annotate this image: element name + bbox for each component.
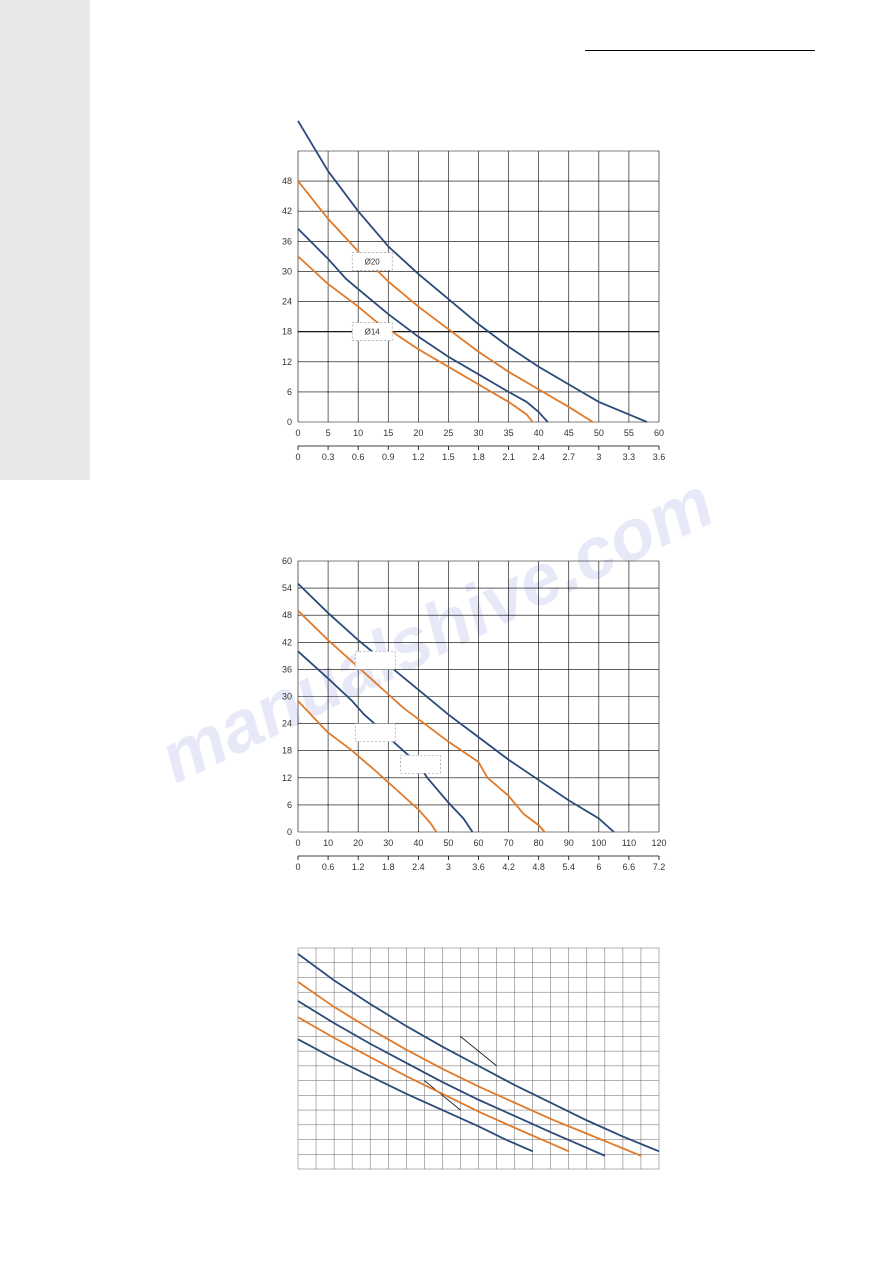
chart3-svg bbox=[260, 942, 665, 1227]
curve-label-text: Ø20 bbox=[365, 257, 381, 266]
y-tick-label: 0 bbox=[287, 827, 292, 837]
x2-tick-label: 0 bbox=[295, 862, 300, 872]
x2-tick-label: 4.8 bbox=[532, 862, 545, 872]
x2-tick-label: 6 bbox=[596, 862, 601, 872]
y-tick-label: 42 bbox=[282, 637, 292, 647]
x-tick-label: 110 bbox=[622, 838, 636, 848]
y-tick-label: 6 bbox=[287, 800, 292, 810]
x-tick-label: 90 bbox=[564, 838, 574, 848]
chart2: 0612182430364248546001020304050607080901… bbox=[260, 555, 665, 890]
x-tick-label: 10 bbox=[353, 428, 363, 438]
y-tick-label: 24 bbox=[282, 297, 292, 307]
x-tick-label: 100 bbox=[591, 838, 606, 848]
y-tick-label: 30 bbox=[282, 266, 292, 276]
x-tick-label: 80 bbox=[534, 838, 544, 848]
curve-0 bbox=[298, 584, 614, 832]
x-tick-label: 40 bbox=[413, 838, 423, 848]
curve-label-box bbox=[400, 755, 440, 773]
x2-tick-label: 1.8 bbox=[382, 862, 395, 872]
x-tick-label: 15 bbox=[383, 428, 393, 438]
header-rule bbox=[585, 50, 815, 51]
curve-1 bbox=[298, 982, 641, 1156]
curve-2 bbox=[298, 229, 548, 422]
chart2-svg: 0612182430364248546001020304050607080901… bbox=[260, 555, 665, 890]
x-tick-label: 40 bbox=[534, 428, 544, 438]
x2-tick-label: 5.4 bbox=[562, 862, 575, 872]
x2-tick-label: 0.6 bbox=[322, 862, 335, 872]
x2-tick-label: 1.5 bbox=[442, 452, 455, 462]
left-gutter bbox=[0, 0, 90, 480]
x-tick-label: 30 bbox=[383, 838, 393, 848]
x2-tick-label: 3.3 bbox=[623, 452, 636, 462]
x2-tick-label: 3 bbox=[596, 452, 601, 462]
chart1: 0612182430364248051015202530354045505560… bbox=[260, 145, 665, 480]
x2-tick-label: 0.6 bbox=[352, 452, 365, 462]
x-tick-label: 50 bbox=[443, 838, 453, 848]
curve-1 bbox=[298, 611, 545, 832]
y-tick-label: 36 bbox=[282, 236, 292, 246]
y-tick-label: 54 bbox=[282, 583, 292, 593]
x-tick-label: 25 bbox=[443, 428, 453, 438]
x-tick-label: 20 bbox=[353, 838, 363, 848]
y-tick-label: 48 bbox=[282, 610, 292, 620]
y-tick-label: 30 bbox=[282, 692, 292, 702]
chart1-svg: 0612182430364248051015202530354045505560… bbox=[260, 145, 665, 480]
x2-tick-label: 6.6 bbox=[623, 862, 636, 872]
y-tick-label: 48 bbox=[282, 176, 292, 186]
curve-label-box bbox=[355, 724, 395, 742]
y-tick-label: 24 bbox=[282, 719, 292, 729]
x2-tick-label: 3.6 bbox=[472, 862, 485, 872]
x-tick-label: 55 bbox=[624, 428, 634, 438]
x2-tick-label: 2.7 bbox=[562, 452, 575, 462]
x-tick-label: 35 bbox=[504, 428, 514, 438]
y-tick-label: 12 bbox=[282, 357, 292, 367]
x2-tick-label: 2.1 bbox=[502, 452, 515, 462]
x2-tick-label: 4.2 bbox=[502, 862, 515, 872]
curve-2 bbox=[298, 1001, 605, 1156]
page-root: manualshive.com 061218243036424805101520… bbox=[0, 0, 893, 1263]
x-tick-label: 0 bbox=[295, 838, 300, 848]
x2-tick-label: 3.6 bbox=[653, 452, 666, 462]
y-tick-label: 18 bbox=[282, 327, 292, 337]
x-tick-label: 5 bbox=[326, 428, 331, 438]
x2-tick-label: 1.2 bbox=[352, 862, 365, 872]
x2-tick-label: 0.3 bbox=[322, 452, 335, 462]
x-tick-label: 60 bbox=[473, 838, 483, 848]
curve-3 bbox=[298, 1017, 569, 1151]
x-tick-label: 60 bbox=[654, 428, 664, 438]
x2-tick-label: 2.4 bbox=[532, 452, 545, 462]
x2-tick-label: 3 bbox=[446, 862, 451, 872]
y-tick-label: 12 bbox=[282, 773, 292, 783]
curve-label-text: Ø14 bbox=[365, 328, 381, 337]
y-tick-label: 18 bbox=[282, 746, 292, 756]
curve-label-box bbox=[355, 651, 395, 669]
x-tick-label: 70 bbox=[504, 838, 514, 848]
x-tick-label: 120 bbox=[651, 838, 666, 848]
y-tick-label: 60 bbox=[282, 556, 292, 566]
x2-tick-label: 2.4 bbox=[412, 862, 425, 872]
x2-tick-label: 7.2 bbox=[653, 862, 666, 872]
x-tick-label: 10 bbox=[323, 838, 333, 848]
y-tick-label: 42 bbox=[282, 206, 292, 216]
x-tick-label: 0 bbox=[295, 428, 300, 438]
x2-tick-label: 1.2 bbox=[412, 452, 425, 462]
x-tick-label: 30 bbox=[473, 428, 483, 438]
y-tick-label: 36 bbox=[282, 664, 292, 674]
y-tick-label: 0 bbox=[287, 417, 292, 427]
chart3 bbox=[260, 942, 665, 1227]
x-tick-label: 45 bbox=[564, 428, 574, 438]
x-tick-label: 20 bbox=[413, 428, 423, 438]
x2-tick-label: 0 bbox=[295, 452, 300, 462]
x2-tick-label: 1.8 bbox=[472, 452, 485, 462]
x-tick-label: 50 bbox=[594, 428, 604, 438]
y-tick-label: 6 bbox=[287, 387, 292, 397]
x2-tick-label: 0.9 bbox=[382, 452, 395, 462]
